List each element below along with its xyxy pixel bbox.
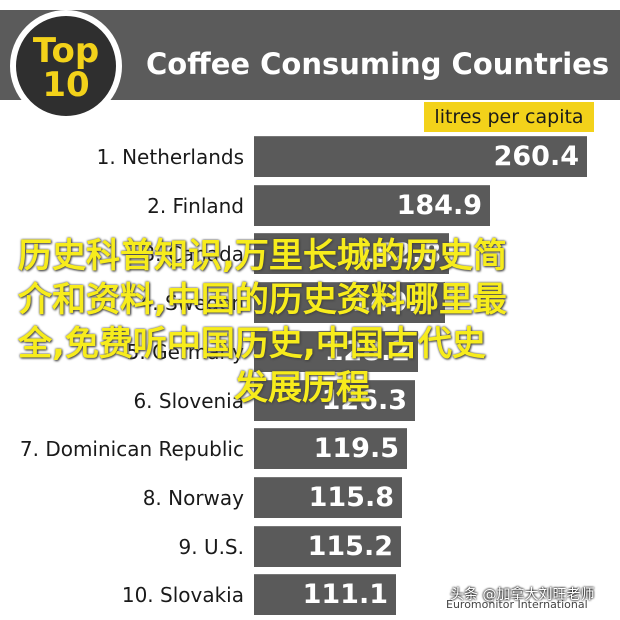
category-label: 6. Slovenia xyxy=(133,389,244,413)
bar-row: 10. Slovakia 111.1 xyxy=(0,574,620,616)
bar-row: 5. Germany 128.2 xyxy=(0,331,620,373)
chart-title: Coffee Consuming Countries xyxy=(146,47,610,81)
category-label: 5. Germany xyxy=(126,340,244,364)
bar: 126.3 xyxy=(254,380,415,421)
bar-row: 7. Dominican Republic 119.5 xyxy=(0,428,620,470)
watermark-line: 发展历程 xyxy=(234,368,370,408)
watermark-line: 介和资料,中国的历史资料哪里最 xyxy=(18,280,507,320)
bar-value-label: 152.8 xyxy=(355,238,441,269)
top-10-badge: Top 10 xyxy=(10,10,122,122)
watermark-line: 全,免费听中国历史,中国古代史 xyxy=(18,324,486,364)
category-label: 9. U.S. xyxy=(178,535,245,559)
bar-row: 1. Netherlands 260.4 xyxy=(0,136,620,178)
bar: 119.5 xyxy=(254,428,407,469)
category-label: 1. Netherlands xyxy=(96,145,244,169)
category-label: 3. Canada xyxy=(142,242,244,266)
bar-value-label: 260.4 xyxy=(493,141,579,172)
category-label: 2. Finland xyxy=(147,194,244,218)
bar: 115.2 xyxy=(254,526,401,567)
bar-value-label: 115.8 xyxy=(308,482,394,513)
watermark-line: 历史科普知识,万里长城的历史简 xyxy=(18,236,507,276)
bar-row: 4. Sweden 149.7 xyxy=(0,282,620,324)
credit-watermark: 头条 @加拿大刘旺老师 xyxy=(450,587,595,603)
bar-row: 8. Norway 115.8 xyxy=(0,477,620,519)
bar: 152.8 xyxy=(254,233,449,274)
watermark-overlay: 历史科普知识,万里长城的历史简 介和资料,中国的历史资料哪里最 全,免费听中国历… xyxy=(18,234,608,410)
category-label: 10. Slovakia xyxy=(121,583,244,607)
category-label: 7. Dominican Republic xyxy=(19,437,244,461)
bar: 115.8 xyxy=(254,477,402,518)
bar: 184.9 xyxy=(254,185,490,226)
badge-top-text: Top xyxy=(32,31,100,71)
source-note: Euromonitor International xyxy=(446,598,588,611)
bar-value-label: 128.2 xyxy=(324,336,410,367)
bar-value-label: 184.9 xyxy=(396,190,482,221)
bar-row: 2. Finland 184.9 xyxy=(0,185,620,227)
bar-value-label: 126.3 xyxy=(321,385,407,416)
bar-value-label: 111.1 xyxy=(302,579,388,610)
bar-value-label: 149.7 xyxy=(351,287,437,318)
bar: 149.7 xyxy=(254,282,445,323)
bar-value-label: 119.5 xyxy=(313,433,399,464)
unit-label: litres per capita xyxy=(424,102,594,132)
bar-row: 9. U.S. 115.2 xyxy=(0,526,620,568)
bar-row: 6. Slovenia 126.3 xyxy=(0,380,620,422)
bar-value-label: 115.2 xyxy=(307,531,393,562)
badge-number: 10 xyxy=(42,65,90,105)
bar: 111.1 xyxy=(254,574,396,615)
category-label: 4. Sweden xyxy=(139,291,244,315)
category-label: 8. Norway xyxy=(142,486,244,510)
bar: 260.4 xyxy=(254,136,587,177)
bar: 128.2 xyxy=(254,331,418,372)
bar-row: 3. Canada 152.8 xyxy=(0,233,620,275)
